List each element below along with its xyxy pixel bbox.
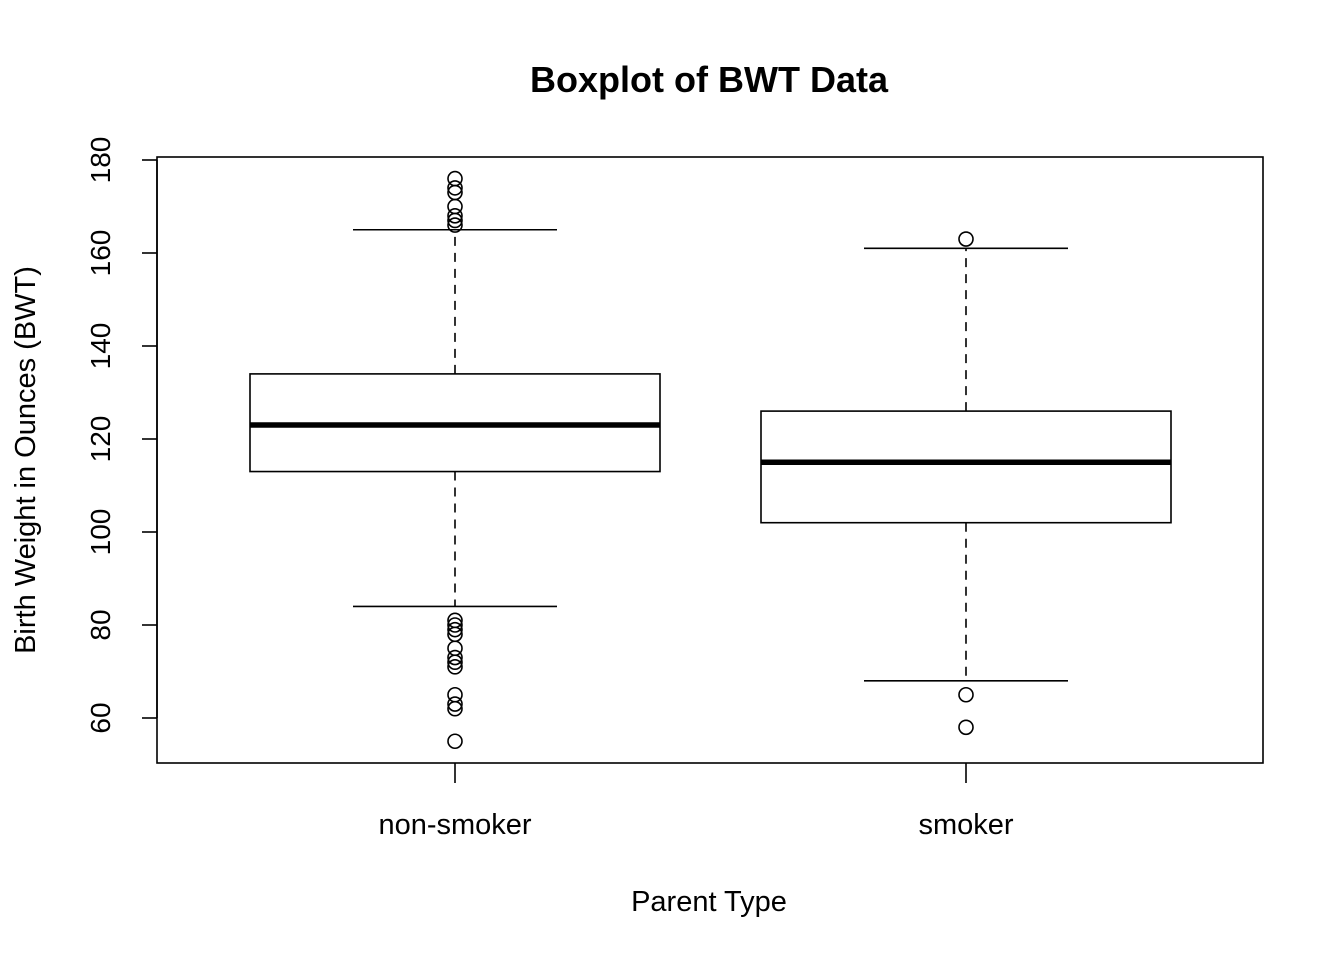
y-tick-label: 120 <box>85 416 116 463</box>
y-axis-label: Birth Weight in Ounces (BWT) <box>10 266 42 654</box>
outlier-point <box>447 733 463 750</box>
y-tick-label: 80 <box>85 609 116 640</box>
outlier-point <box>958 231 974 247</box>
y-tick-label: 100 <box>85 509 116 556</box>
outlier-point <box>447 640 463 657</box>
chart-title: Boxplot of BWT Data <box>530 59 889 100</box>
outlier-point <box>447 217 463 233</box>
x-axis: non-smoker smoker <box>378 763 1014 841</box>
outlier-point <box>447 686 463 703</box>
outlier-point <box>447 659 463 675</box>
box-group <box>249 170 661 750</box>
y-tick-label: 60 <box>85 702 116 733</box>
outlier-point <box>447 617 463 633</box>
outlier-point <box>447 649 463 666</box>
outlier-point <box>447 180 463 196</box>
y-tick-label: 160 <box>85 230 116 277</box>
y-axis: 60 80 100 120 140 160 180 <box>85 137 158 734</box>
x-tick-label: non-smoker <box>378 809 531 841</box>
outlier-point <box>447 621 463 638</box>
iqr-box <box>760 410 1172 524</box>
outlier-point <box>447 170 463 187</box>
y-tick-label: 180 <box>85 137 116 184</box>
box-group <box>760 231 1172 736</box>
outlier-point <box>447 208 463 224</box>
x-tick-label: smoker <box>918 809 1013 841</box>
y-tick-label: 140 <box>85 323 116 370</box>
outlier-point <box>958 719 974 736</box>
outlier-point <box>447 612 463 629</box>
outlier-point <box>447 198 463 215</box>
boxes-layer <box>249 170 1172 750</box>
outlier-point <box>958 686 974 703</box>
outlier-point <box>447 696 463 712</box>
x-axis-label: Parent Type <box>631 886 787 918</box>
